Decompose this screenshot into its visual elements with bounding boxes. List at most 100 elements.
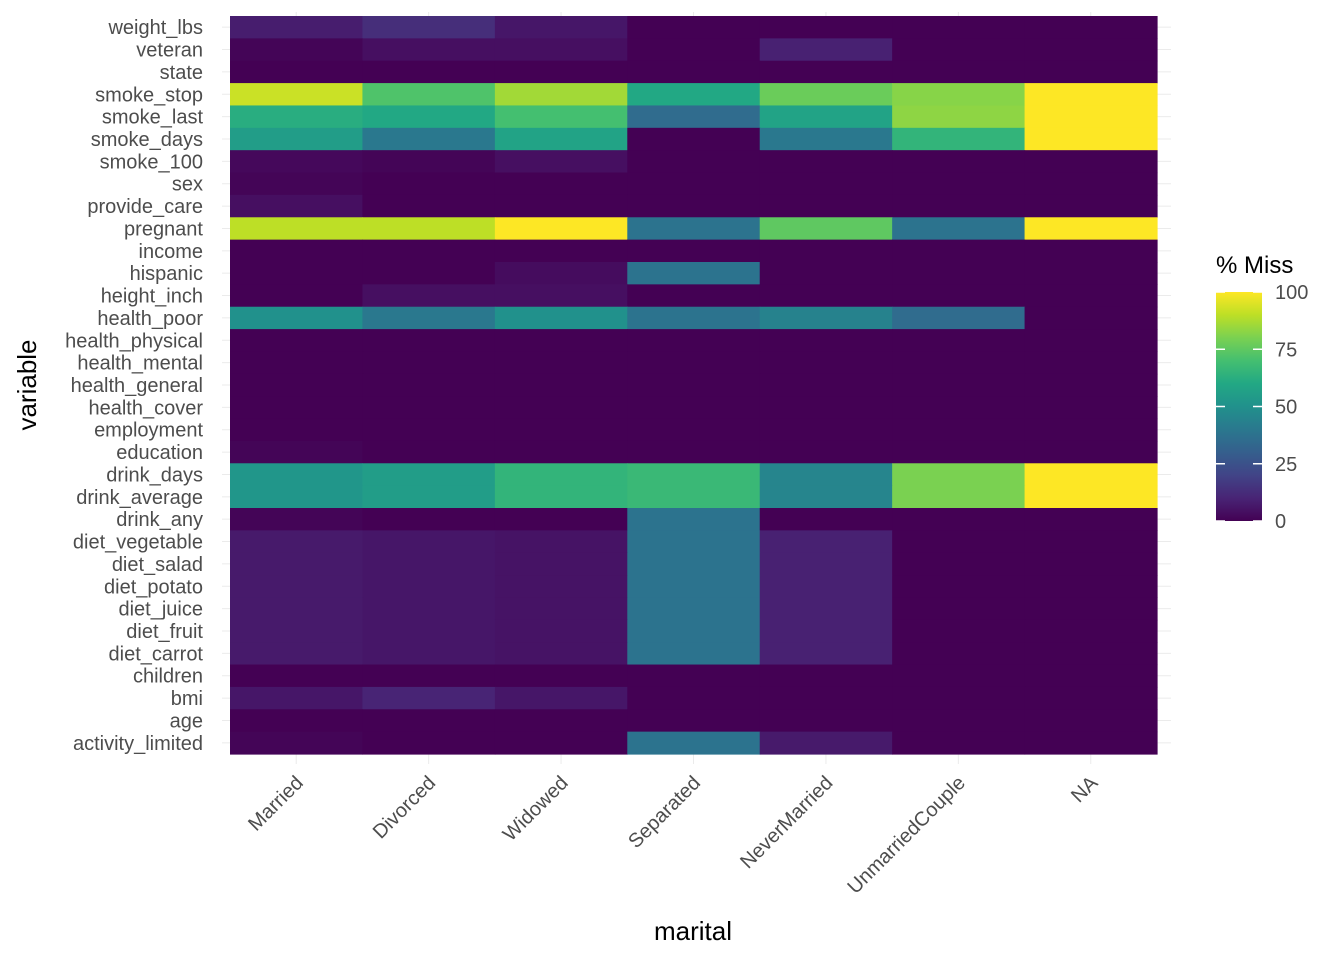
heatmap-cell — [627, 351, 761, 375]
y-tick-label: pregnant — [124, 218, 203, 240]
legend-title: % Miss — [1216, 252, 1293, 279]
heatmap-cell — [759, 150, 893, 174]
heatmap-cell — [362, 351, 496, 375]
heatmap-cell — [362, 575, 496, 599]
heatmap-cell — [892, 508, 1026, 531]
heatmap-cell — [627, 105, 761, 129]
heatmap-cell — [892, 83, 1026, 107]
heatmap-cell — [759, 575, 893, 599]
heatmap-cell — [230, 463, 364, 487]
heatmap-cell — [362, 418, 496, 442]
heatmap-cell — [892, 239, 1026, 263]
heatmap-cell — [362, 217, 496, 241]
heatmap-cell — [892, 418, 1026, 442]
heatmap-cell — [362, 552, 496, 576]
x-axis-title: marital — [654, 916, 732, 946]
heatmap-cell — [892, 105, 1026, 129]
heatmap-cell — [230, 396, 364, 420]
y-tick-label: smoke_last — [102, 107, 204, 129]
heatmap-cell — [627, 508, 761, 531]
heatmap-cell — [494, 262, 628, 285]
heatmap-cell — [892, 642, 1026, 666]
heatmap-cell — [627, 284, 761, 308]
heatmap-cell — [230, 485, 364, 509]
heatmap-cell — [627, 552, 761, 576]
heatmap-cell — [494, 642, 628, 666]
heatmap-cell — [892, 60, 1026, 84]
heatmap-cell — [1024, 440, 1158, 464]
heatmap-cell — [362, 262, 496, 285]
heatmap-cell — [759, 60, 893, 84]
heatmap-cell — [759, 597, 893, 621]
heatmap-cell — [627, 83, 761, 107]
heatmap-cell — [1024, 642, 1158, 666]
x-tick-label: Married — [244, 772, 307, 835]
heatmap-cell — [230, 351, 364, 375]
heatmap-cell — [494, 306, 628, 330]
heatmap-cell — [627, 38, 761, 62]
heatmap-cell — [230, 172, 364, 196]
heatmap-cell — [627, 463, 761, 487]
heatmap-cell — [759, 440, 893, 464]
heatmap-cell — [1024, 306, 1158, 330]
y-axis-title: variable — [12, 339, 42, 430]
heatmap-cell — [362, 329, 496, 353]
y-tick-label: smoke_100 — [100, 151, 203, 173]
heatmap-cell — [627, 396, 761, 420]
heatmap-cell — [627, 597, 761, 621]
heatmap-cell — [494, 38, 628, 62]
heatmap-cell — [627, 16, 761, 39]
y-tick-label: children — [133, 666, 203, 688]
heatmap-cell — [627, 642, 761, 666]
y-tick-label: diet_juice — [118, 599, 203, 621]
heatmap-cell — [1024, 686, 1158, 710]
heatmap-cell — [627, 60, 761, 84]
y-tick-label: diet_carrot — [109, 643, 204, 665]
heatmap-cell — [892, 172, 1026, 196]
heatmap-cell — [759, 194, 893, 218]
x-tick-label: NA — [1067, 772, 1103, 808]
heatmap-cell — [892, 396, 1026, 420]
heatmap-cell — [494, 552, 628, 576]
heatmap-cell — [627, 373, 761, 397]
heatmap-cell — [230, 127, 364, 151]
heatmap-cell — [1024, 329, 1158, 353]
heatmap-cell — [1024, 463, 1158, 487]
heatmap-cell — [1024, 575, 1158, 599]
heatmap-cell — [230, 105, 364, 129]
heatmap-cell — [627, 239, 761, 263]
heatmap-cell — [494, 485, 628, 509]
heatmap-cell — [759, 530, 893, 554]
heatmap-cell — [494, 731, 628, 755]
heatmap-cell — [230, 16, 364, 39]
heatmap-cell — [892, 731, 1026, 755]
y-tick-label: drink_any — [116, 509, 203, 531]
heatmap-cell — [230, 440, 364, 464]
heatmap-cell — [1024, 262, 1158, 285]
heatmap-cell — [1024, 127, 1158, 151]
heatmap-cell — [759, 552, 893, 576]
heatmap-cell — [362, 396, 496, 420]
heatmap-cell — [627, 440, 761, 464]
heatmap-cell — [759, 664, 893, 688]
y-tick-label: bmi — [171, 688, 203, 710]
heatmap-cell — [494, 351, 628, 375]
heatmap-cell — [362, 686, 496, 710]
heatmap-cell — [759, 306, 893, 330]
heatmap-cell — [494, 83, 628, 107]
heatmap-cell — [494, 418, 628, 442]
heatmap-cell — [494, 373, 628, 397]
heatmap-cell — [759, 396, 893, 420]
y-tick-label: state — [160, 62, 203, 84]
legend: % Miss 0 25 50 75 100 — [1216, 252, 1308, 533]
x-tick-label: Separated — [624, 772, 705, 853]
heatmap-cell — [230, 530, 364, 554]
heatmap-cell — [759, 508, 893, 531]
heatmap-cell — [362, 530, 496, 554]
heatmap-cell — [494, 530, 628, 554]
x-tick-label: Widowed — [499, 772, 573, 846]
heatmap-cell — [627, 485, 761, 509]
heatmap-cell — [1024, 38, 1158, 62]
